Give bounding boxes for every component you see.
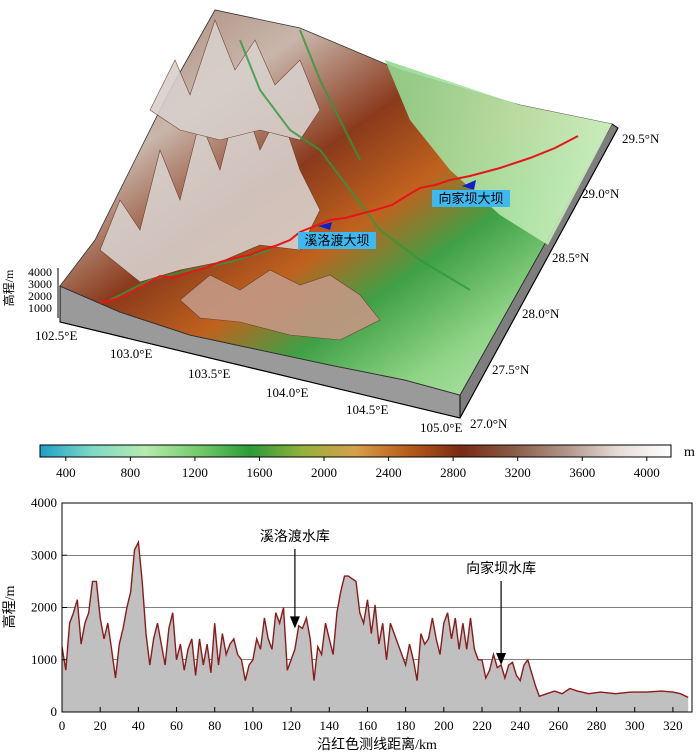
dam-label-xiangjiaba: 向家坝大坝 xyxy=(438,191,503,206)
annotation-label: 溪洛渡水库 xyxy=(260,529,330,545)
colorbar: 400 800 1200 1600 2000 2400 2800 3200 3600 4000 m xyxy=(39,444,695,480)
dam-marker-xiluodu xyxy=(318,222,332,230)
lon-tick-label: 104.5°E xyxy=(346,402,388,417)
lat-tick-label: 28.5°N xyxy=(552,250,590,265)
colorbar-unit: m xyxy=(684,445,695,460)
y-axis-title: 高程/m xyxy=(1,586,18,629)
y-tick-label: 3000 xyxy=(31,547,57,562)
colorbar-tick-label: 1200 xyxy=(182,465,208,480)
colorbar-tick-label: 3600 xyxy=(569,465,595,480)
lon-tick-label: 103.5°E xyxy=(188,366,230,381)
x-tick-label: 280 xyxy=(587,718,607,733)
lat-tick-label: 29.5°N xyxy=(622,131,660,146)
elevation-line xyxy=(62,539,689,699)
colorbar-bar xyxy=(39,444,672,458)
elev-tick-label: 1000 xyxy=(28,301,52,315)
lon-tick-label: 102.5°E xyxy=(35,328,77,343)
y-tick-label: 2000 xyxy=(31,600,57,615)
x-tick-label: 240 xyxy=(510,718,530,733)
colorbar-tick-label: 2000 xyxy=(311,465,337,480)
lon-axis-line xyxy=(59,321,461,419)
x-tick-label: 20 xyxy=(94,718,107,733)
lon-tick-label: 105.0°E xyxy=(420,420,462,435)
x-tick-label: 320 xyxy=(663,718,683,733)
dam-label-box-xiangjiaba xyxy=(432,190,510,207)
x-tick-label: 120 xyxy=(281,718,301,733)
x-tick-label: 100 xyxy=(243,718,263,733)
colorbar-tick-label: 2400 xyxy=(376,465,402,480)
lon-tick-label: 104.0°E xyxy=(266,385,308,400)
lon-tick-label: 103.0°E xyxy=(110,346,152,361)
annotation-label: 向家坝水库 xyxy=(466,560,536,577)
mountain-ridges xyxy=(99,19,381,341)
y-axis-ticks: 0 1000 2000 3000 4000 xyxy=(31,495,67,719)
x-tick-label: 300 xyxy=(625,718,645,733)
elev-axis-title: 高程/m xyxy=(1,269,16,306)
x-tick-label: 200 xyxy=(434,718,454,733)
colorbar-tick-label: 2800 xyxy=(440,465,466,480)
dam-label-box-xiluodu xyxy=(298,232,376,249)
colorbar-tick-label: 3200 xyxy=(505,465,531,480)
elev-tick-label: 2000 xyxy=(28,289,52,303)
x-axis-title: 沿红色测线距离/km xyxy=(317,736,437,753)
lat-tick-label: 27.5°N xyxy=(492,362,530,377)
profile-chart: 0 20 40 60 80 100 120 140 160 180 200 220 240 260 280 3… xyxy=(1,495,693,753)
dam-label-xiluodu: 溪洛渡大坝 xyxy=(304,233,369,248)
y-tick-label: 0 xyxy=(51,704,58,719)
x-tick-label: 60 xyxy=(170,718,183,733)
lat-axis-labels: 27.0°N 27.5°N 28.0°N 28.5°N 29.0°N 29.5°… xyxy=(470,131,660,431)
x-tick-label: 80 xyxy=(208,718,221,733)
profile-line xyxy=(99,135,579,304)
lat-tick-label: 29.0°N xyxy=(582,186,620,201)
elevation-area xyxy=(62,542,689,712)
colorbar-tick-label: 4000 xyxy=(634,465,660,480)
y-tick-label: 4000 xyxy=(31,495,57,510)
dam-marker-xiangjiaba xyxy=(462,180,476,190)
y-tick-label: 1000 xyxy=(31,652,57,667)
x-tick-label: 220 xyxy=(472,718,492,733)
annotation-arrow-head xyxy=(496,652,507,665)
terrain-plain xyxy=(385,60,612,245)
x-tick-label: 0 xyxy=(59,718,66,733)
annotation-arrow-head xyxy=(289,616,300,629)
x-tick-label: 160 xyxy=(358,718,378,733)
lat-tick-label: 27.0°N xyxy=(470,416,508,431)
x-axis-ticks: 0 20 40 60 80 100 120 140 160 180 200 220 240 260 280 3… xyxy=(59,707,683,733)
x-tick-label: 260 xyxy=(549,718,569,733)
colorbar-tick-label: 800 xyxy=(121,465,141,480)
lon-axis-labels: 102.5°E 103.0°E 103.5°E 104.0°E 104.5°E … xyxy=(35,328,462,435)
river-valleys xyxy=(109,29,471,301)
colorbar-tick-label: 400 xyxy=(56,465,76,480)
colorbar-tick-label: 1600 xyxy=(246,465,272,480)
elev-tick-label: 3000 xyxy=(28,277,52,291)
colorbar-ticks: 400 800 1200 1600 2000 2400 2800 3200 3600 4000 xyxy=(56,457,660,480)
lat-tick-label: 28.0°N xyxy=(522,306,560,321)
x-tick-label: 140 xyxy=(320,718,340,733)
elev-tick-label: 4000 xyxy=(28,265,52,279)
lat-axis-line xyxy=(459,127,619,419)
terrain-map: 溪洛渡大坝 向家坝大坝 4000 3000 2000 1000 高程/m 102… xyxy=(1,9,660,435)
elev-axis-ticks: 4000 3000 2000 1000 xyxy=(28,265,52,315)
x-tick-label: 40 xyxy=(132,718,145,733)
x-tick-label: 180 xyxy=(396,718,416,733)
